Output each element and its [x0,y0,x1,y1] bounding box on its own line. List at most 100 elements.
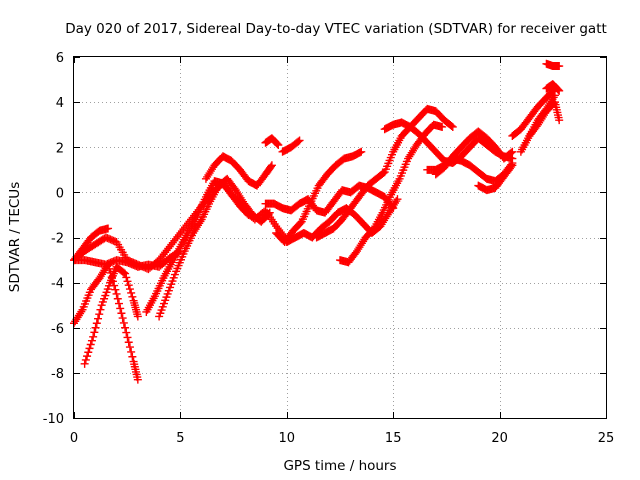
data-series [542,59,564,71]
data-series [70,260,142,384]
data-point [122,328,131,337]
data-series [431,127,517,179]
y-axis-label: SDTVAR / TECUs [7,182,23,292]
x-tick-label: 20 [491,431,508,446]
data-series [261,181,398,217]
data-point [112,289,121,298]
data-series [201,152,276,190]
data-point [114,299,123,308]
x-axis-label: GPS time / hours [283,458,396,474]
data-point [392,197,401,206]
y-tick-label: -8 [51,367,64,382]
data-point [507,148,516,157]
data-point [122,273,131,282]
data-point [507,162,516,171]
y-tick-label: 6 [56,51,64,66]
data-point [273,140,282,149]
data-point [123,333,132,342]
data-point [196,217,205,226]
y-tick-label: 2 [56,141,64,156]
data-point [393,195,402,204]
data-point [121,323,130,332]
data-point [133,312,142,321]
data-point [554,85,563,94]
data-point [124,281,133,290]
data-point [265,208,274,217]
data-point [119,318,128,327]
data-point [118,314,127,323]
data-point [555,116,564,125]
y-tick-label: -10 [43,412,64,427]
data-point [87,336,96,345]
y-tick-label: -4 [51,277,64,292]
data-series [312,104,457,242]
data-point [121,269,130,278]
data-point [357,147,366,156]
data-series [261,134,283,149]
data-point [95,310,104,319]
grid-lines [74,57,606,418]
data-series [278,136,304,156]
data-point [123,277,132,286]
x-tick-label: 0 [70,431,78,446]
data-point [448,122,457,131]
data-series [155,174,274,321]
data-point [81,355,90,364]
data-series [142,177,253,316]
data-point [125,343,134,352]
data-point [550,91,559,100]
data-series [525,98,564,140]
axis-tick-labels: 0 5 10 15 20 25 -10 -8 -6 -4 -2 0 2 4 6 [43,51,615,446]
data-series [542,80,564,95]
data-point [90,328,99,337]
data-point [295,136,304,145]
y-tick-label: 0 [56,186,64,201]
data-series [474,161,517,195]
data-point [89,332,98,341]
y-tick-label: 4 [56,96,64,111]
data-point [125,285,134,294]
data-point [447,121,456,130]
data-point [86,340,95,349]
data-point [91,323,100,332]
data-point [84,348,93,357]
data-point [124,338,133,347]
data-point [77,307,86,316]
x-tick-label: 15 [385,431,402,446]
data-point [555,86,564,95]
data-points [70,59,564,384]
data-series [272,147,366,247]
data-point [96,305,105,314]
data-point [266,162,275,171]
data-series [508,84,559,140]
data-point [83,352,92,361]
data-point [438,122,447,131]
data-point [128,352,137,361]
data-point [508,161,517,170]
data-point [85,344,94,353]
x-tick-label: 5 [176,431,184,446]
x-tick-label: 25 [598,431,615,446]
axis-ticks [74,57,607,419]
data-point [80,359,89,368]
chart-title: Day 020 of 2017, Sidereal Day-to-day VTE… [65,21,607,37]
data-point [117,309,126,318]
data-point [294,137,303,146]
y-tick-label: -6 [51,322,64,337]
data-point [555,62,564,71]
data-point [127,347,136,356]
data-point [267,161,276,170]
data-point [111,285,120,294]
data-point [272,139,281,148]
data-point [553,84,562,93]
data-point [264,209,273,218]
data-point [119,268,128,277]
data-point [133,375,142,384]
data-point [116,304,125,313]
data-point [94,314,103,323]
x-tick-label: 10 [279,431,296,446]
data-series [80,262,142,368]
data-point [92,319,101,328]
data-point [104,224,113,233]
